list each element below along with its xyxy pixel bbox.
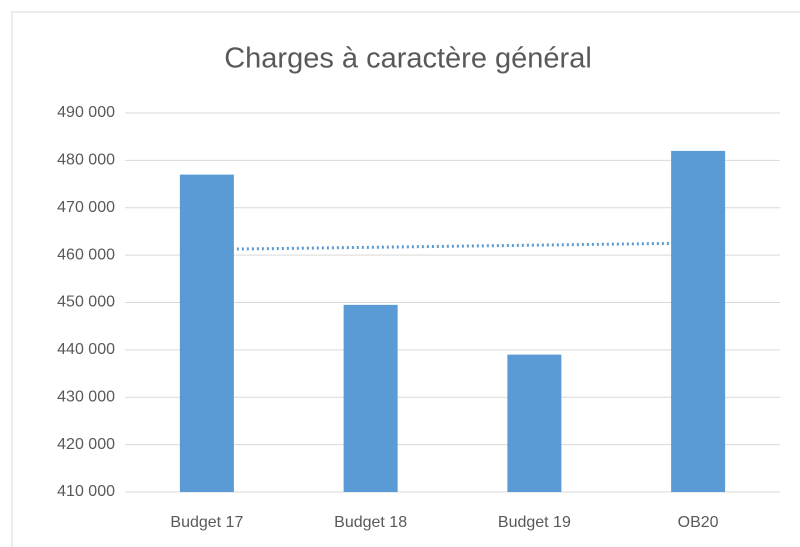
y-tick-label: 420 000 <box>57 436 115 453</box>
y-tick-label: 430 000 <box>57 388 115 405</box>
y-tick-label: 450 000 <box>57 294 115 311</box>
y-tick-label: 480 000 <box>57 152 115 169</box>
x-tick-label: Budget 17 <box>170 514 243 531</box>
x-tick-label: Budget 19 <box>498 514 571 531</box>
y-tick-label: 490 000 <box>57 104 115 121</box>
y-tick-label: 470 000 <box>57 199 115 216</box>
y-tick-label: 440 000 <box>57 341 115 358</box>
y-tick-label: 460 000 <box>57 246 115 263</box>
trendline <box>206 241 699 251</box>
x-tick-label: OB20 <box>678 514 719 531</box>
bar <box>179 174 234 492</box>
bar <box>343 304 398 492</box>
bar <box>671 150 726 492</box>
bar <box>507 354 562 492</box>
chart-title: Charges à caractère général <box>224 43 592 75</box>
x-tick-label: Budget 18 <box>334 514 407 531</box>
chart-border <box>11 11 800 547</box>
y-tick-label: 410 000 <box>57 483 115 500</box>
